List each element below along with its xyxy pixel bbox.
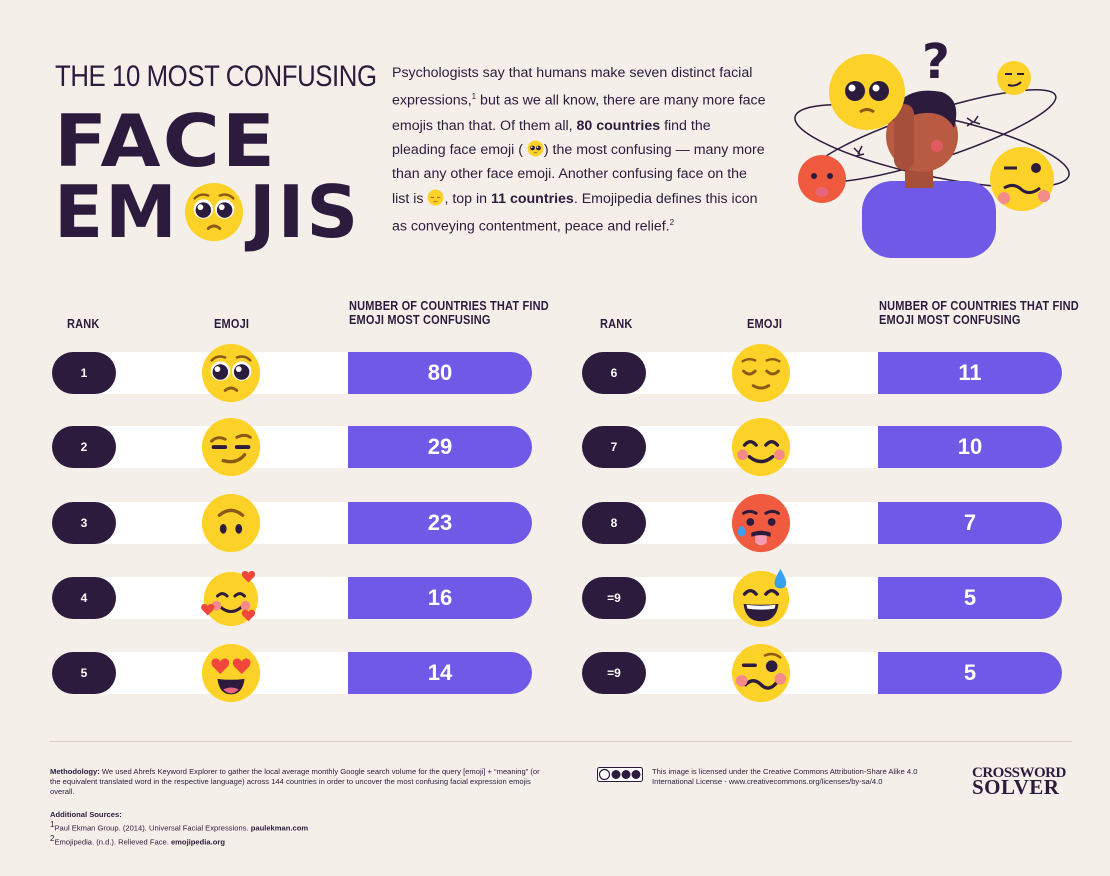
title-line1: THE 10 MOST CONFUSING bbox=[55, 60, 377, 93]
upside-down-face-icon bbox=[201, 493, 261, 553]
intro-text-5: , top in bbox=[444, 190, 492, 207]
intro-text-6: . Emojipedia defines this icon as convey… bbox=[392, 190, 758, 235]
right-count-header-line2: EMOJI MOST CONFUSING bbox=[879, 313, 1021, 327]
footer-divider bbox=[50, 741, 1072, 742]
right-count-header-line1: NUMBER OF COUNTRIES THAT FIND bbox=[879, 299, 1079, 313]
intro-text-3: find the pleading face emoji ( bbox=[392, 117, 711, 158]
smiling-eyes-face-icon bbox=[731, 417, 791, 477]
pleading-face-icon bbox=[201, 343, 261, 403]
rank-badge: =9 bbox=[582, 577, 646, 619]
woozy-face-icon bbox=[731, 643, 791, 703]
rank-badge: 2 bbox=[52, 426, 116, 468]
brand-line2: SOLVER bbox=[972, 775, 1060, 799]
count-value: 5 bbox=[878, 577, 1062, 619]
intro-footnote-2: 2 bbox=[669, 218, 675, 228]
title-word-emojis-start: EM bbox=[54, 170, 179, 254]
rank-badge: 6 bbox=[582, 352, 646, 394]
sources-label: Additional Sources: bbox=[50, 810, 122, 819]
title-word-emojis-end: JIS bbox=[248, 170, 361, 254]
pleading-face-icon bbox=[184, 182, 243, 242]
rank-badge: 1 bbox=[52, 352, 116, 394]
intro-bold-1: 80 countries bbox=[576, 117, 661, 134]
methodology-label: Methodology: bbox=[50, 767, 100, 776]
confused-person-illustration: ? bbox=[794, 36, 1070, 258]
intro-text-2: but as we all know, there are many more … bbox=[392, 93, 766, 134]
relieved-face-icon bbox=[731, 343, 791, 403]
count-value: 23 bbox=[348, 502, 532, 544]
rank-badge: =9 bbox=[582, 652, 646, 694]
brand-line1: CROSSWORD bbox=[972, 765, 1066, 781]
grinning-sweat-face-icon bbox=[732, 568, 790, 628]
creative-commons-badge-icon bbox=[597, 767, 643, 782]
count-value: 7 bbox=[878, 502, 1062, 544]
right-rank-header: RANK bbox=[600, 317, 633, 331]
intro-text-4: ) the most confusing — many more than an… bbox=[392, 141, 765, 207]
methodology-text: We used Ahrefs Keyword Explorer to gathe… bbox=[50, 767, 540, 796]
source-2-link[interactable]: emojipedia.org bbox=[170, 837, 225, 847]
count-value: 80 bbox=[348, 352, 532, 394]
count-value: 10 bbox=[878, 426, 1062, 468]
license-text: This image is licensed under the Creativ… bbox=[652, 767, 918, 786]
source-1-link[interactable]: paulekman.com bbox=[250, 823, 309, 833]
person-hand bbox=[894, 104, 914, 170]
count-value: 14 bbox=[348, 652, 532, 694]
rank-badge: 8 bbox=[582, 502, 646, 544]
rank-badge: 7 bbox=[582, 426, 646, 468]
methodology-note: Methodology: We used Ahrefs Keyword Expl… bbox=[50, 767, 550, 797]
right-emoji-header: EMOJI bbox=[747, 317, 783, 331]
heart-eyes-face-icon bbox=[201, 643, 261, 703]
left-count-header: NUMBER OF COUNTRIES THAT FIND EMOJI MOST… bbox=[349, 299, 549, 327]
count-value: 16 bbox=[348, 577, 532, 619]
smirking-face-floating bbox=[997, 61, 1031, 95]
crossword-solver-logo: CROSSWORD SOLVER bbox=[972, 765, 1066, 799]
left-count-header-line2: EMOJI MOST CONFUSING bbox=[349, 313, 491, 327]
pleading-face-floating bbox=[829, 54, 905, 130]
hot-face-floating bbox=[798, 155, 846, 203]
rank-badge: 4 bbox=[52, 577, 116, 619]
source-2: 2Emojipedia. (n.d.). Relieved Face. emoj… bbox=[50, 833, 225, 847]
intro-text-1: Psychologists say that humans make seven… bbox=[392, 65, 753, 110]
intro-footnote-1: 1 bbox=[471, 92, 477, 102]
left-emoji-header: EMOJI bbox=[214, 317, 250, 331]
left-count-header-line1: NUMBER OF COUNTRIES THAT FIND bbox=[349, 299, 549, 313]
pleading-face-inline-icon bbox=[527, 140, 544, 157]
count-value: 11 bbox=[878, 352, 1062, 394]
smirking-face-icon bbox=[201, 417, 261, 477]
right-count-header: NUMBER OF COUNTRIES THAT FIND EMOJI MOST… bbox=[879, 299, 1079, 327]
relieved-face-inline-icon bbox=[428, 189, 444, 206]
source-1: 1Paul Ekman Group. (2014). Universal Fac… bbox=[50, 820, 309, 833]
additional-sources: Additional Sources: 1Paul Ekman Group. (… bbox=[50, 810, 550, 847]
smiling-face-with-hearts-icon bbox=[201, 571, 259, 627]
title-word-emojis: EM JIS bbox=[54, 176, 360, 248]
title-word-face: FACE bbox=[54, 99, 278, 183]
intro-paragraph: Psychologists say that humans make seven… bbox=[392, 61, 767, 239]
hot-face-icon bbox=[731, 493, 791, 553]
question-mark-icon: ? bbox=[922, 36, 950, 90]
left-rank-header: RANK bbox=[67, 317, 100, 331]
rank-badge: 3 bbox=[52, 502, 116, 544]
intro-bold-2: 11 countries bbox=[491, 190, 574, 207]
person-body bbox=[862, 181, 996, 258]
rank-badge: 5 bbox=[52, 652, 116, 694]
count-value: 29 bbox=[348, 426, 532, 468]
count-value: 5 bbox=[878, 652, 1062, 694]
woozy-face-floating bbox=[990, 147, 1054, 211]
